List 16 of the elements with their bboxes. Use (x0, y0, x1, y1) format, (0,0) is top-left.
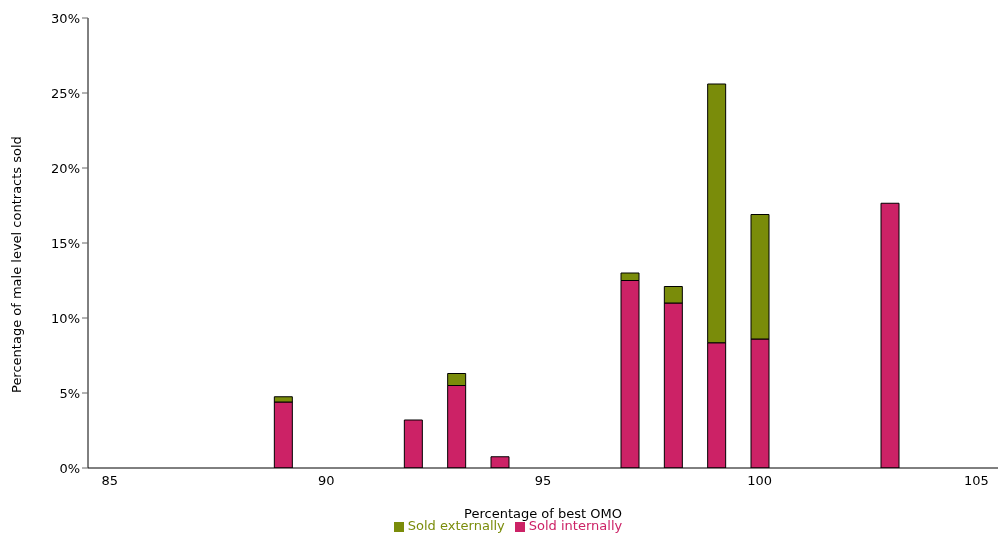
x-tick-label: 105 (963, 473, 989, 489)
x-axis-title: Percentage of best OMO (464, 506, 622, 521)
y-tick-label: 25% (51, 85, 80, 101)
y-axis-title: Percentage of male level contracts sold (8, 136, 24, 393)
y-tick-label: 5% (59, 385, 80, 401)
y-tick-label: 0% (59, 460, 80, 476)
legend-label: Sold externally (407, 518, 505, 533)
x-tick-label: 90 (318, 473, 335, 489)
y-tick-label: 20% (51, 160, 80, 176)
y-tick-label: 15% (51, 235, 80, 251)
x-tick-label: 100 (747, 473, 773, 489)
y-tick-label: 30% (51, 10, 80, 26)
x-tick-label: 95 (534, 473, 552, 489)
x-tick-label: 85 (101, 473, 118, 489)
y-tick-label: 10% (51, 310, 80, 326)
legend-label: Sold internally (528, 518, 623, 533)
